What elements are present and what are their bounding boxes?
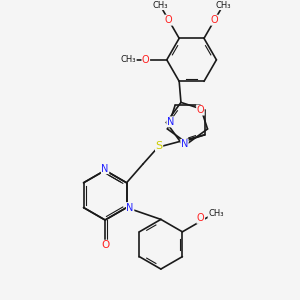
Text: O: O xyxy=(142,55,150,65)
Text: N: N xyxy=(126,202,134,213)
Text: N: N xyxy=(181,139,188,149)
Text: S: S xyxy=(155,141,163,151)
Text: O: O xyxy=(196,105,204,115)
Text: O: O xyxy=(197,213,205,223)
Text: CH₃: CH₃ xyxy=(152,1,168,10)
Text: CH₃: CH₃ xyxy=(208,209,224,218)
Text: N: N xyxy=(101,164,109,174)
Text: O: O xyxy=(165,15,172,25)
Text: N: N xyxy=(167,117,174,127)
Text: CH₃: CH₃ xyxy=(215,1,231,10)
Text: CH₃: CH₃ xyxy=(121,55,136,64)
Text: O: O xyxy=(211,15,218,25)
Text: O: O xyxy=(101,240,109,250)
